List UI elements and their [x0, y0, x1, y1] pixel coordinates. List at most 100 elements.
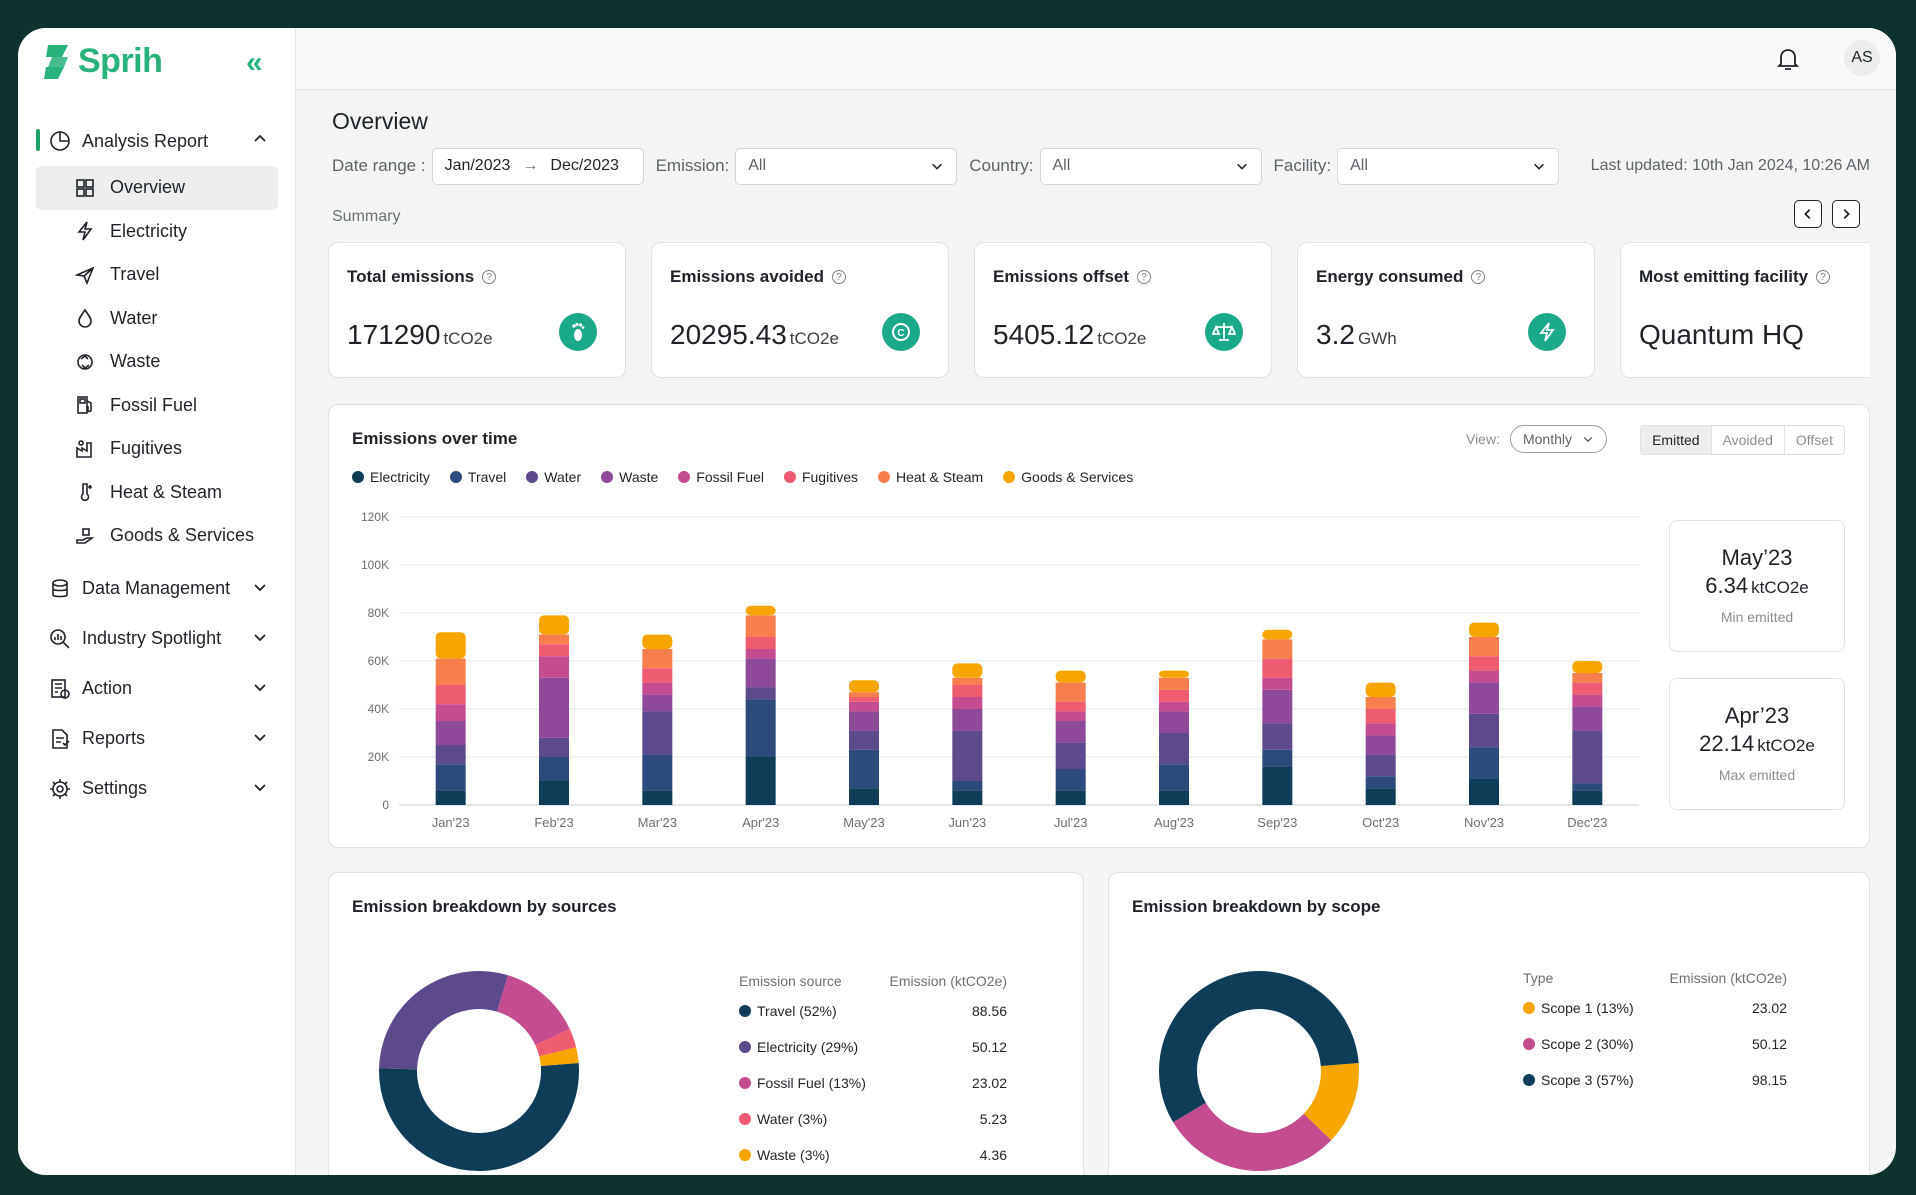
donut-slice-travel-52[interactable] — [379, 1063, 579, 1171]
table-row: Electricity (29%) — [739, 1039, 858, 1055]
help-icon[interactable]: ? — [482, 270, 497, 284]
bar-nov-23[interactable] — [1469, 622, 1499, 805]
legend-item-travel[interactable]: Travel — [449, 469, 506, 485]
bar-jan-23[interactable] — [435, 632, 466, 805]
date-range-picker[interactable]: Jan/2023 → Dec/2023 — [431, 147, 644, 185]
bar-segment-water — [1159, 733, 1189, 765]
donut-slice-electricity-29[interactable] — [379, 971, 509, 1070]
bar-may-23[interactable] — [849, 680, 879, 805]
emission-select[interactable]: All — [735, 147, 958, 185]
legend-item-fossil-fuel[interactable]: Fossil Fuel — [678, 469, 764, 485]
prev-button[interactable] — [1794, 200, 1822, 228]
help-icon[interactable]: ? — [1137, 270, 1152, 284]
sidebar-item-electricity[interactable]: Electricity — [36, 210, 278, 254]
donut-slice-scope-1-13[interactable] — [1303, 1063, 1359, 1141]
arrow-right-icon: → — [522, 157, 539, 174]
donut-slice-scope-3-57[interactable] — [1159, 971, 1359, 1123]
bar-segment-fugitives — [435, 685, 466, 705]
legend-item-fugitives[interactable]: Fugitives — [783, 469, 858, 485]
legend-item-waste[interactable]: Waste — [601, 469, 658, 485]
sidebar-item-label: Water — [110, 307, 158, 328]
bar-segment-travel — [1469, 747, 1499, 779]
bar-segment-fossil-fuel — [849, 701, 879, 712]
bar-segment-fugitives — [1469, 656, 1499, 671]
bar-segment-fugitives — [1572, 682, 1603, 695]
donut-slice-waste-3[interactable] — [539, 1047, 579, 1067]
user-avatar[interactable]: AS — [1844, 40, 1880, 76]
sidebar-item-fossil-fuel[interactable]: Fossil Fuel — [36, 384, 278, 428]
next-button[interactable] — [1832, 200, 1860, 228]
card-unit: GWh — [1357, 329, 1397, 348]
tab-offset[interactable]: Offset — [1783, 426, 1844, 454]
summary-label: Summary — [332, 208, 401, 225]
bar-jul-23[interactable] — [1055, 670, 1086, 805]
help-icon[interactable]: ? — [1471, 270, 1486, 284]
card-energy-consumed[interactable]: Energy consumed? 3.2 GWh — [1297, 242, 1595, 378]
sidebar-nav: Analysis Report Overview Electricity Tra… — [36, 116, 278, 814]
bar-oct-23[interactable] — [1365, 682, 1396, 805]
bar-segment-heat-steam — [952, 677, 983, 685]
bar-segment-heat-steam — [1469, 637, 1499, 657]
card-emissions-offset[interactable]: Emissions offset? 5405.12 tCO2e — [974, 242, 1272, 378]
donut-slice-scope-2-30[interactable] — [1173, 1102, 1332, 1171]
tab-emitted[interactable]: Emitted — [1641, 426, 1711, 454]
bar-segment-electricity — [435, 790, 466, 805]
view-select[interactable]: Monthly — [1509, 425, 1607, 453]
sidebar-item-goods-services[interactable]: Goods & Services — [36, 514, 278, 558]
bar-mar-23[interactable] — [642, 634, 673, 805]
brand-logo[interactable]: Sprih — [42, 42, 163, 81]
sidebar-item-heat-steam[interactable]: Heat & Steam — [36, 471, 278, 515]
bar-segment-water — [642, 711, 673, 755]
bar-segment-goods-services — [1262, 629, 1293, 640]
card-total-emissions[interactable]: Total emissions? 171290 tCO2e — [328, 242, 626, 378]
svg-text:C: C — [897, 328, 904, 339]
sidebar-group-industry-spotlight[interactable]: Industry Spotlight — [36, 614, 278, 664]
help-icon[interactable]: ? — [1816, 270, 1831, 284]
card-value: 5405.12 — [993, 319, 1095, 350]
legend-item-electricity[interactable]: Electricity — [352, 469, 430, 485]
legend-item-heat-steam[interactable]: Heat & Steam — [878, 469, 983, 485]
bar-segment-water — [952, 730, 983, 781]
sidebar-group-label: Analysis Report — [82, 130, 209, 151]
bar-dec-23[interactable] — [1572, 661, 1603, 805]
row-value: 88.56 — [971, 1003, 1007, 1019]
legend-label: Heat & Steam — [896, 469, 984, 485]
help-icon[interactable]: ? — [832, 270, 846, 284]
bar-segment-fossil-fuel — [1469, 670, 1499, 683]
card-emissions-avoided[interactable]: Emissions avoided? 20295.43 tCO2e C — [651, 242, 949, 378]
sidebar-group-action[interactable]: Action — [36, 664, 278, 714]
collapse-sidebar-icon[interactable]: « — [246, 46, 263, 79]
card-most-emitting-facility[interactable]: Most emitting facility? Quantum HQ — [1620, 242, 1870, 378]
sidebar-item-fugitives[interactable]: Fugitives — [36, 427, 278, 471]
tab-avoided[interactable]: Avoided — [1710, 426, 1784, 454]
sidebar-item-waste[interactable]: Waste — [36, 340, 278, 384]
legend-item-water[interactable]: Water — [526, 469, 581, 485]
sidebar-group-settings[interactable]: Settings — [36, 764, 278, 814]
sidebar-group-analysis-report[interactable]: Analysis Report — [36, 116, 278, 166]
bar-apr-23[interactable] — [745, 605, 776, 805]
bar-segment-waste — [1572, 706, 1603, 731]
sidebar-item-water[interactable]: Water — [36, 297, 278, 341]
sidebar: Sprih « Analysis Report Overview Electri… — [18, 28, 296, 1175]
facility-select[interactable]: All — [1337, 147, 1560, 185]
bar-feb-23[interactable] — [539, 615, 569, 805]
bar-segment-travel — [1262, 749, 1293, 767]
sidebar-group-reports[interactable]: Reports — [36, 714, 278, 764]
country-select[interactable]: All — [1039, 147, 1262, 185]
notification-bell-icon[interactable] — [1776, 46, 1800, 77]
chevron-down-icon — [252, 629, 268, 650]
donut-slice-fossil-fuel-13[interactable] — [497, 975, 570, 1046]
sidebar-group-label: Settings — [82, 778, 148, 798]
bar-jun-23[interactable] — [952, 663, 983, 805]
bar-aug-23[interactable] — [1159, 670, 1189, 805]
y-tick-label: 100K — [361, 558, 389, 572]
sidebar-item-overview[interactable]: Overview — [36, 166, 278, 210]
donut-slice-water-3[interactable] — [535, 1029, 577, 1057]
legend-item-goods-services[interactable]: Goods & Services — [1003, 469, 1133, 485]
bar-sep-23[interactable] — [1262, 629, 1293, 805]
bar-segment-travel — [1159, 764, 1189, 791]
brand-name: Sprih — [78, 42, 163, 80]
chevron-down-icon — [1534, 163, 1545, 170]
sidebar-item-travel[interactable]: Travel — [36, 253, 278, 297]
sidebar-group-data-management[interactable]: Data Management — [36, 564, 278, 614]
